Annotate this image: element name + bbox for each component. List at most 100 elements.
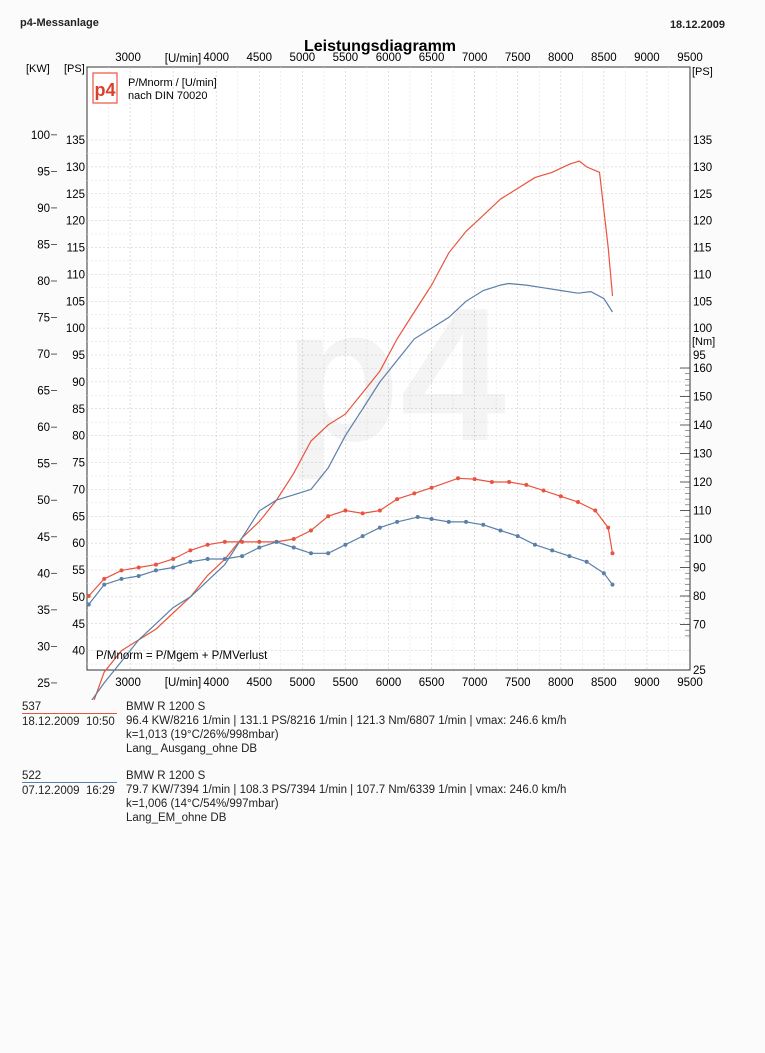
kw-tick-label: 85 [37, 239, 50, 251]
kw-tick-label: 65 [37, 386, 50, 398]
x-tick-label: 6000 [376, 52, 402, 64]
ps-tick-label-right: 130 [693, 162, 712, 174]
run-note: Lang_ Ausgang_ohne DB [126, 743, 258, 755]
torque-point-522 [257, 545, 262, 550]
run-datetime: 07.12.2009 16:29 [22, 785, 115, 797]
ps-tick-label-right: 110 [693, 269, 711, 281]
run-note: Lang_EM_ohne DB [126, 812, 227, 824]
run-number: 537 [22, 701, 42, 713]
torque-point-522 [240, 554, 245, 559]
curve-power-522 [91, 282, 614, 700]
x-tick-label: 6500 [419, 52, 445, 64]
torque-point-522 [205, 556, 210, 561]
x-tick-label: 9000 [634, 52, 660, 64]
run-details: BMW R 1200 S 96.4 KW/8216 1/min | 131.1 … [126, 700, 566, 756]
kw-tick-label: 90 [37, 203, 50, 215]
run-details: BMW R 1200 S 79.7 KW/7394 1/min | 108.3 … [126, 769, 566, 825]
x-tick-label: 9500 [677, 52, 703, 64]
x-tick-label: 7500 [505, 677, 531, 689]
ps-tick-label-left: 120 [66, 216, 85, 228]
kw-tick-label: 40 [37, 568, 50, 580]
torque-point-537 [610, 551, 615, 556]
torque-point-537 [343, 508, 348, 513]
x-tick-label: 3000 [115, 52, 141, 64]
run-k: k=1,006 (14°C/54%/997mbar) [126, 798, 279, 810]
watermark: p4 [284, 269, 506, 481]
torque-point-522 [532, 542, 537, 547]
ps-tick-label-left: 75 [72, 458, 85, 470]
ps-tick-label-left: 105 [66, 296, 85, 308]
nm-tick-label: 100 [693, 534, 712, 546]
x-unit-bottom: [U/min] [165, 677, 201, 689]
x-tick-label: 4000 [203, 677, 229, 689]
torque-point-522 [86, 602, 91, 607]
torque-point-522 [222, 556, 227, 561]
nm-tick-label: 130 [693, 449, 712, 461]
torque-point-522 [153, 568, 158, 573]
ps-tick-label-left: 125 [66, 189, 85, 201]
kw-tick-label: 25 [37, 678, 50, 690]
ps-tick-label-left: 95 [72, 350, 85, 362]
ps-tick-label-left: 65 [72, 511, 85, 523]
kw-tick-label: 100 [31, 130, 50, 142]
torque-point-537 [326, 514, 331, 519]
x-tick-label: 4500 [246, 677, 272, 689]
x-tick-label: 8000 [548, 52, 574, 64]
torque-point-537 [456, 476, 461, 481]
torque-point-537 [507, 480, 512, 484]
x-tick-label: 6500 [419, 677, 445, 689]
ps-tick-label-left: 100 [66, 323, 85, 335]
x-tick-label: 3000 [115, 677, 141, 689]
x-tick-label: 8500 [591, 52, 617, 64]
torque-point-537 [429, 485, 434, 490]
torque-point-522 [188, 559, 193, 564]
kw-unit: [KW] [26, 63, 50, 75]
ps-tick-label-left: 130 [66, 162, 85, 174]
torque-point-537 [291, 537, 296, 541]
run-color-line [22, 713, 117, 714]
x-tick-label: 8500 [591, 677, 617, 689]
x-unit-top: [U/min] [165, 53, 201, 65]
ps-tick-label-right: 105 [693, 296, 712, 308]
legend-logo: p4 [94, 80, 115, 100]
torque-point-537 [541, 488, 546, 493]
torque-point-522 [171, 565, 176, 570]
torque-point-537 [308, 528, 313, 533]
run-number: 522 [22, 770, 42, 782]
torque-point-537 [576, 499, 581, 504]
x-ticks-bottom: 3000 4000 4500 5000 5500 6000 6500 7000 7500 8000… [115, 677, 703, 689]
torque-point-522 [102, 582, 107, 587]
x-tick-label: 7500 [505, 52, 531, 64]
torque-point-522 [429, 517, 434, 522]
lab-name: p4-Messanlage [20, 17, 99, 29]
run-model: BMW R 1200 S [126, 770, 206, 782]
run-model: BMW R 1200 S [126, 701, 206, 713]
nm-unit: [Nm] [692, 336, 715, 348]
x-tick-label: 8000 [548, 677, 574, 689]
curves [86, 160, 615, 700]
y-ticks: 2025303540455055606570758085909510040455… [31, 130, 712, 690]
torque-point-537 [593, 508, 598, 513]
x-tick-label: 4000 [203, 52, 229, 64]
torque-point-522 [464, 519, 469, 524]
torque-point-537 [222, 539, 227, 544]
legend-line2: nach DIN 70020 [128, 90, 208, 102]
torque-point-537 [240, 539, 245, 544]
kw-tick-label: 30 [37, 641, 50, 653]
torque-point-537 [188, 548, 193, 553]
torque-point-537 [171, 556, 176, 561]
torque-point-522 [377, 525, 382, 530]
ps-tick-label-left: 85 [72, 404, 85, 416]
curve-power-537 [93, 160, 614, 700]
ps-tick-label-left: 90 [72, 377, 85, 389]
torque-point-522 [343, 542, 348, 547]
torque-point-537 [86, 594, 91, 598]
x-tick-label: 5500 [333, 52, 359, 64]
ps-tick-label-left: 45 [72, 619, 85, 631]
x-tick-label: 7000 [462, 677, 488, 689]
torque-point-522 [308, 551, 313, 556]
torque-point-522 [446, 519, 451, 524]
grid [87, 67, 690, 670]
ps-tick-label-right: 135 [693, 135, 712, 147]
